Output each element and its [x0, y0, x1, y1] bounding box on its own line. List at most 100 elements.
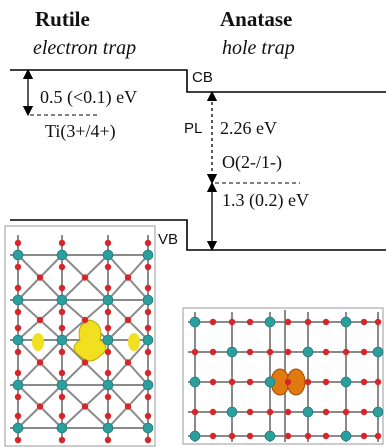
o-atom	[59, 264, 65, 270]
o-atom	[15, 413, 21, 419]
vb-label: VB	[158, 231, 178, 248]
ti-atom	[303, 407, 313, 417]
o-atom	[125, 359, 131, 365]
o-atom	[192, 409, 198, 415]
ti-atom	[143, 295, 153, 305]
ti-atom	[190, 431, 200, 441]
ti-atom	[265, 377, 275, 387]
o-atom	[285, 319, 291, 325]
o-atom	[285, 379, 291, 385]
o-atom	[59, 394, 65, 400]
o-atom	[15, 285, 21, 291]
o-atom	[59, 285, 65, 291]
figure: Rutile electron trap Anatase hole trap C…	[0, 0, 386, 447]
o-atom	[105, 413, 111, 419]
o-atom	[247, 319, 253, 325]
o-atom	[59, 437, 65, 443]
ti-atom	[143, 423, 153, 433]
ti-atom	[303, 347, 313, 357]
ti-atom	[373, 407, 383, 417]
ti-atom	[103, 250, 113, 260]
o-atom	[145, 370, 151, 376]
o-atom	[192, 349, 198, 355]
ti-atom	[341, 431, 351, 441]
o-atom	[15, 370, 21, 376]
o-atom	[59, 240, 65, 246]
o-atom	[37, 359, 43, 365]
o-atom	[15, 394, 21, 400]
o-atom	[105, 325, 111, 331]
ti-atom	[143, 250, 153, 260]
ti-atom	[341, 317, 351, 327]
ti-atom	[13, 423, 23, 433]
o-atom	[105, 264, 111, 270]
o-atom	[37, 403, 43, 409]
polaron-density	[32, 333, 44, 351]
rutile-subtitle: electron trap	[33, 37, 136, 59]
o-atom	[59, 370, 65, 376]
o-atom	[375, 379, 381, 385]
o-atom	[247, 379, 253, 385]
o-atom	[15, 309, 21, 315]
o-atom	[305, 319, 311, 325]
ti-atom	[265, 431, 275, 441]
ti-atom	[57, 250, 67, 260]
o-atom	[267, 409, 273, 415]
ti-atom	[57, 423, 67, 433]
ti-atom	[341, 377, 351, 387]
o-atom	[145, 285, 151, 291]
o-atom	[145, 309, 151, 315]
o-atom	[343, 349, 349, 355]
ti-atom	[143, 335, 153, 345]
o-atom	[210, 379, 216, 385]
ti-atom	[227, 347, 237, 357]
o-atom	[145, 264, 151, 270]
o-atom	[375, 319, 381, 325]
pl-label: PL	[184, 120, 202, 137]
o-atom	[105, 285, 111, 291]
o-atom	[105, 309, 111, 315]
o-atom	[285, 349, 291, 355]
ti-atom	[13, 250, 23, 260]
o-atom	[15, 240, 21, 246]
o-atom	[305, 433, 311, 439]
o-atom	[145, 349, 151, 355]
o-atom	[305, 379, 311, 385]
o-atom	[210, 409, 216, 415]
ti-atom	[190, 317, 200, 327]
rutile-gap: 0.5 (<0.1) eV	[40, 87, 137, 108]
o-atom	[15, 349, 21, 355]
o-atom	[105, 370, 111, 376]
o-atom	[59, 349, 65, 355]
o-atom	[323, 349, 329, 355]
anatase-gap: 1.3 (0.2) eV	[222, 190, 309, 211]
o-atom	[59, 325, 65, 331]
o-atom	[267, 349, 273, 355]
o-atom	[15, 325, 21, 331]
o-atom	[145, 325, 151, 331]
o-atom	[105, 437, 111, 443]
o-atom	[15, 264, 21, 270]
anatase-state: O(2-/1-)	[222, 152, 282, 173]
o-atom	[105, 394, 111, 400]
anatase-subtitle: hole trap	[222, 37, 295, 59]
ti-atom	[373, 347, 383, 357]
o-atom	[125, 317, 131, 323]
o-atom	[210, 319, 216, 325]
o-atom	[145, 240, 151, 246]
o-atom	[145, 413, 151, 419]
o-atom	[361, 319, 367, 325]
o-atom	[343, 409, 349, 415]
o-atom	[37, 274, 43, 280]
o-atom	[361, 409, 367, 415]
o-atom	[375, 433, 381, 439]
o-atom	[247, 433, 253, 439]
o-atom	[323, 379, 329, 385]
ti-atom	[13, 380, 23, 390]
rutile-state: Ti(3+/4+)	[45, 121, 116, 142]
o-atom	[145, 437, 151, 443]
ti-atom	[57, 335, 67, 345]
o-atom	[323, 319, 329, 325]
ti-atom	[13, 335, 23, 345]
o-atom	[105, 240, 111, 246]
